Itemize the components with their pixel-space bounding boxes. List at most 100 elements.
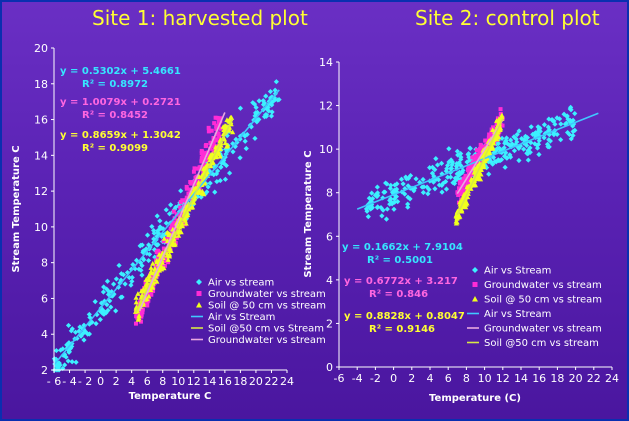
r-squared-label: R² = 0.846 [369, 289, 428, 300]
point-air [122, 281, 128, 287]
y-tick-label: 12 [319, 100, 333, 113]
point-soil [148, 265, 154, 270]
point-groundwater [178, 205, 183, 210]
point-air [509, 141, 515, 147]
point-soil [150, 260, 156, 266]
point-air [62, 362, 68, 368]
point-groundwater [195, 166, 200, 171]
point-groundwater [144, 300, 149, 305]
point-air [276, 96, 282, 103]
point-air [516, 128, 522, 134]
point-air [138, 260, 144, 266]
point-air [72, 329, 79, 335]
point-air [391, 206, 397, 212]
point-soil [496, 116, 502, 122]
point-soil [459, 207, 465, 213]
point-groundwater [472, 158, 477, 163]
point-air [490, 161, 496, 167]
y-tick-label: 16 [34, 114, 48, 127]
point-air [374, 184, 380, 190]
point-groundwater [217, 134, 222, 139]
point-air [429, 170, 436, 176]
legend-marker-air [472, 267, 478, 273]
point-air [78, 333, 84, 339]
regression-equation: y = 0.1662x + 7.9104 [342, 242, 463, 253]
point-groundwater [191, 169, 196, 174]
point-air [432, 186, 438, 192]
point-groundwater [139, 312, 144, 317]
point-air [449, 159, 455, 165]
point-air [448, 165, 455, 172]
point-groundwater [498, 107, 503, 112]
point-air [101, 311, 107, 317]
x-tick-label: 10 [478, 372, 492, 385]
point-soil [190, 199, 196, 205]
x-tick-label: 14 [514, 372, 528, 385]
point-groundwater [193, 175, 198, 180]
point-air [429, 164, 436, 170]
regression-equation: y = 0.8659x + 1.3042 [60, 130, 181, 141]
point-soil [482, 158, 488, 164]
point-air [126, 274, 132, 281]
point-air [426, 186, 432, 193]
point-air [424, 184, 430, 190]
point-air [86, 321, 93, 327]
point-air [266, 108, 272, 114]
chart1-title: Site 1: harvested plot [92, 6, 308, 30]
x-tick-label: -2 [370, 372, 381, 385]
x-tick-label: 20 [569, 372, 583, 385]
point-air [552, 121, 558, 127]
x-axis-label: Temperature C [129, 391, 212, 402]
point-soil [220, 124, 226, 129]
point-air [166, 211, 173, 217]
point-air [109, 288, 115, 295]
point-groundwater [184, 184, 189, 189]
point-air [94, 312, 100, 318]
point-soil [453, 220, 459, 226]
trendline-fit_soil [456, 118, 504, 216]
y-tick-label: 2 [41, 364, 48, 377]
point-soil [175, 229, 181, 235]
point-soil [454, 214, 461, 220]
point-air [485, 159, 492, 165]
point-air [545, 144, 551, 150]
x-tick-label: 16 [218, 375, 232, 388]
point-air [269, 109, 275, 115]
point-groundwater [218, 116, 223, 121]
trendline-fit_gw [456, 119, 504, 195]
point-groundwater [458, 189, 463, 194]
point-soil [161, 235, 167, 241]
point-air [118, 271, 124, 277]
point-air [113, 276, 120, 282]
point-air [570, 117, 576, 123]
point-soil [143, 277, 149, 282]
x-tick-label: -4 [352, 372, 363, 385]
x-tick-label: 20 [249, 375, 263, 388]
point-air [536, 151, 542, 158]
point-air [168, 202, 174, 208]
point-air [77, 324, 83, 330]
point-air [563, 120, 569, 126]
point-groundwater [459, 187, 464, 192]
point-air [250, 100, 256, 106]
legend-label: Soil @ 50 cm vs stream [208, 301, 326, 312]
point-groundwater [465, 177, 470, 182]
point-air [105, 307, 111, 313]
y-tick-label: 14 [319, 56, 333, 69]
point-air [269, 102, 275, 108]
point-groundwater [214, 144, 219, 149]
point-air [129, 278, 135, 285]
point-air [137, 243, 143, 249]
point-groundwater [183, 198, 188, 203]
point-air [380, 195, 386, 201]
point-air [252, 113, 258, 119]
point-air [446, 146, 452, 152]
point-air [379, 213, 385, 219]
point-air [97, 308, 103, 314]
point-air [565, 116, 571, 122]
point-air [363, 206, 370, 212]
x-tick-label: 22 [587, 372, 601, 385]
x-tick-label: 22 [264, 375, 278, 388]
